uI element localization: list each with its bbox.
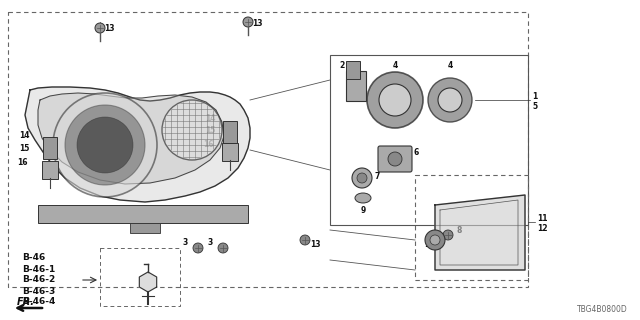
Text: FR.: FR.: [17, 297, 35, 307]
FancyBboxPatch shape: [42, 161, 58, 179]
Circle shape: [425, 230, 445, 250]
Text: B-46-3: B-46-3: [22, 286, 55, 295]
Bar: [415, 175, 528, 280]
Circle shape: [379, 84, 411, 116]
Text: 3: 3: [183, 237, 188, 246]
FancyBboxPatch shape: [43, 137, 57, 159]
Text: 4: 4: [447, 60, 452, 69]
Text: 14: 14: [205, 114, 216, 123]
Circle shape: [367, 72, 423, 128]
Text: 13: 13: [310, 239, 321, 249]
Bar: [38, 205, 248, 223]
FancyBboxPatch shape: [223, 121, 237, 143]
Circle shape: [438, 88, 462, 112]
Circle shape: [53, 93, 157, 197]
Text: 13: 13: [252, 19, 262, 28]
Text: 16: 16: [204, 140, 214, 148]
Text: 15: 15: [20, 143, 30, 153]
Text: 11: 11: [537, 213, 547, 222]
Text: 4: 4: [392, 60, 397, 69]
Text: B-46: B-46: [22, 253, 45, 262]
FancyBboxPatch shape: [222, 143, 238, 161]
Text: 9: 9: [360, 205, 365, 214]
Text: 5: 5: [532, 101, 537, 110]
Circle shape: [357, 173, 367, 183]
Text: 7: 7: [374, 172, 380, 180]
Circle shape: [243, 17, 253, 27]
Text: TBG4B0800D: TBG4B0800D: [577, 305, 628, 314]
Circle shape: [388, 152, 402, 166]
Circle shape: [162, 100, 222, 160]
Bar: [100, 248, 180, 306]
Text: 8: 8: [456, 226, 461, 235]
Bar: [130, 223, 160, 233]
Text: 16: 16: [17, 157, 28, 166]
Circle shape: [352, 168, 372, 188]
Bar: [8, 12, 528, 287]
Text: 14: 14: [19, 131, 30, 140]
Circle shape: [65, 105, 145, 185]
Circle shape: [77, 117, 133, 173]
Polygon shape: [25, 87, 250, 202]
Text: 2: 2: [340, 60, 345, 69]
Polygon shape: [435, 195, 525, 270]
Circle shape: [430, 235, 440, 245]
Circle shape: [443, 230, 453, 240]
Circle shape: [300, 235, 310, 245]
Ellipse shape: [355, 193, 371, 203]
Text: 3: 3: [208, 237, 213, 246]
Text: 12: 12: [537, 223, 547, 233]
Text: B-46-2: B-46-2: [22, 276, 55, 284]
Circle shape: [428, 78, 472, 122]
FancyBboxPatch shape: [346, 71, 366, 101]
Text: 10: 10: [424, 239, 435, 249]
Text: 13: 13: [104, 23, 115, 33]
Polygon shape: [140, 272, 157, 292]
Text: B-46-4: B-46-4: [22, 298, 56, 307]
Circle shape: [95, 23, 105, 33]
Bar: [330, 55, 528, 225]
Text: 15: 15: [205, 125, 216, 134]
FancyBboxPatch shape: [346, 61, 360, 79]
Text: 1: 1: [532, 92, 537, 100]
Text: 6: 6: [413, 148, 419, 156]
Circle shape: [193, 243, 203, 253]
Circle shape: [218, 243, 228, 253]
FancyBboxPatch shape: [378, 146, 412, 172]
Polygon shape: [38, 93, 224, 184]
Text: B-46-1: B-46-1: [22, 265, 55, 274]
